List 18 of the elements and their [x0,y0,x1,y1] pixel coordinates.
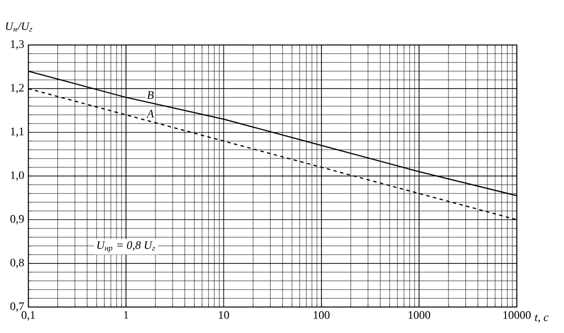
y-axis-title: U$_{н}$/U$_{г}$ [6,22,32,32]
y-tick-label: 1,1 [10,128,24,138]
x-tick-label: 10000 [503,311,531,319]
x-tick-label: 100 [314,311,330,319]
annotation: U$_{нр}$ = 0,8 U$_{г}$ [97,241,155,252]
x-tick-label: 10 [218,311,230,319]
y-tick-label: 1,0 [10,171,24,181]
x-axis-title: t, c [535,314,548,323]
series-label: B [147,91,154,99]
y-tick-label: 0,7 [10,302,24,312]
x-tick-label: 1000 [408,311,430,319]
series-label: A [146,110,154,118]
y-tick-label: 1,3 [10,40,24,50]
y-tick-label: 0,9 [10,215,24,224]
x-tick-label: 0,1 [22,311,35,321]
y-tick-label: 0,8 [10,258,24,268]
x-tick-label: 1 [124,311,128,319]
y-tick-label: 1,2 [10,84,24,94]
